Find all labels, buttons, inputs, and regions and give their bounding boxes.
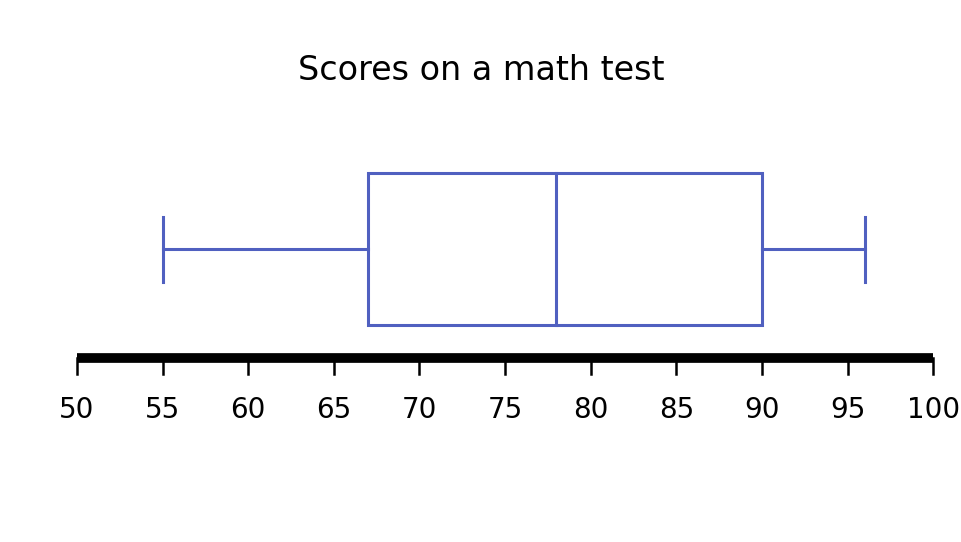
Text: 50: 50 (60, 396, 94, 424)
Text: 80: 80 (573, 396, 607, 424)
Text: 60: 60 (231, 396, 265, 424)
Text: 100: 100 (905, 396, 959, 424)
Text: Scores on a math test: Scores on a math test (298, 54, 663, 87)
Text: 70: 70 (402, 396, 436, 424)
Text: 95: 95 (829, 396, 864, 424)
Bar (368, 173, 761, 325)
Text: 75: 75 (487, 396, 522, 424)
Text: 85: 85 (658, 396, 693, 424)
Text: 55: 55 (145, 396, 180, 424)
Text: 90: 90 (744, 396, 778, 424)
Text: 65: 65 (316, 396, 351, 424)
